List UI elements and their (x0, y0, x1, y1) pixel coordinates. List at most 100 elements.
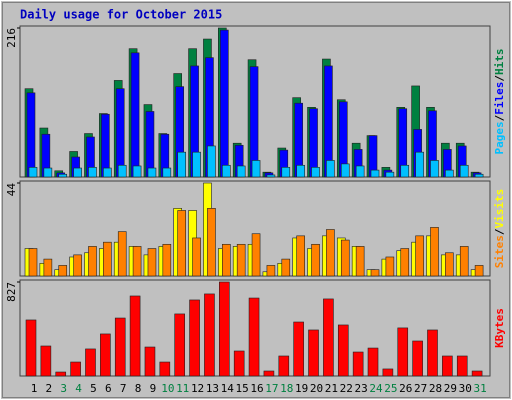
chart-title: Daily usage for October 2015 (20, 8, 222, 22)
bar (412, 340, 423, 377)
legend-entry: Hits (493, 49, 506, 76)
y-tick-label: 827 (5, 282, 18, 302)
bar (474, 265, 484, 277)
x-tick-label: 13 (206, 382, 219, 395)
bar (103, 167, 112, 178)
bar (385, 171, 395, 178)
bar (293, 321, 304, 377)
x-tick-label: 11 (176, 382, 189, 395)
x-tick-label: 4 (75, 382, 82, 395)
bar (103, 241, 112, 277)
bar (281, 258, 291, 277)
x-tick-label: 15 (236, 382, 249, 395)
x-tick-label: 20 (310, 382, 323, 395)
legend: Sites/Visits (493, 189, 506, 269)
x-tick-label: 7 (120, 382, 127, 395)
y-tick-label: 44 (5, 183, 18, 197)
x-tick-label: 10 (161, 382, 174, 395)
x-tick-label: 22 (340, 382, 353, 395)
bar (445, 169, 454, 178)
legend-entry: Sites (493, 235, 506, 268)
bar (114, 317, 126, 377)
bar (162, 243, 172, 277)
bar (471, 370, 483, 377)
bar (117, 164, 127, 178)
bar (192, 151, 201, 178)
x-tick-label: 31 (473, 382, 486, 395)
bar (385, 256, 395, 277)
bar (115, 88, 125, 178)
bar (147, 248, 157, 277)
bar (162, 167, 172, 178)
x-tick-label: 3 (60, 382, 67, 395)
x-tick-label: 28 (429, 382, 442, 395)
bar (70, 361, 81, 377)
bar (144, 346, 156, 377)
bar (236, 243, 246, 277)
bar (278, 355, 290, 377)
legend-separator: / (493, 75, 506, 82)
x-tick-label: 24 (369, 382, 383, 395)
bar (177, 210, 186, 277)
bar (430, 160, 439, 178)
bar (308, 329, 319, 377)
bar (427, 329, 438, 377)
bar (73, 254, 82, 277)
bar (311, 243, 320, 277)
bar (222, 243, 231, 277)
bar (474, 173, 484, 178)
legend: Pages/Files/Hits (493, 49, 506, 155)
bar (73, 167, 82, 178)
bar (28, 167, 38, 178)
bar (174, 313, 185, 377)
x-tick-label: 27 (414, 382, 427, 395)
x-tick-label: 29 (444, 382, 457, 395)
bar (296, 235, 305, 277)
x-tick-label: 23 (355, 382, 368, 395)
legend-entry: Files (493, 82, 506, 115)
bar (130, 52, 140, 178)
x-tick-label: 16 (250, 382, 263, 395)
bar (340, 239, 350, 277)
bar (55, 371, 67, 377)
bar (263, 370, 275, 377)
bar (85, 348, 96, 377)
x-tick-label: 19 (295, 382, 308, 395)
bar (459, 164, 469, 178)
legend-separator: / (493, 114, 506, 121)
bar (222, 164, 231, 178)
bar (415, 235, 424, 277)
bar (309, 108, 318, 178)
x-tick-label: 17 (265, 382, 278, 395)
bar (337, 324, 349, 377)
bar (26, 92, 36, 178)
bar (370, 169, 380, 178)
x-tick-label: 1 (31, 382, 38, 395)
bar (159, 361, 171, 377)
x-tick-label: 6 (105, 382, 112, 395)
bar (296, 164, 305, 178)
bar (352, 351, 364, 377)
bar (445, 252, 454, 277)
bar (192, 237, 201, 277)
bar (117, 231, 127, 277)
bar (400, 164, 410, 178)
x-tick-label: 21 (325, 382, 338, 395)
bar (25, 319, 37, 377)
bar (189, 299, 200, 377)
bar (323, 298, 334, 377)
bar (367, 347, 379, 377)
bar (207, 208, 216, 277)
bar (430, 227, 439, 277)
bar (88, 167, 97, 178)
bar (251, 160, 261, 178)
bar (370, 269, 380, 277)
bar (58, 265, 68, 277)
bar (355, 165, 365, 178)
bar (311, 167, 320, 178)
bar (326, 160, 335, 178)
legend-entry: KBytes (493, 308, 506, 348)
bar (207, 145, 216, 178)
bar (177, 151, 186, 178)
